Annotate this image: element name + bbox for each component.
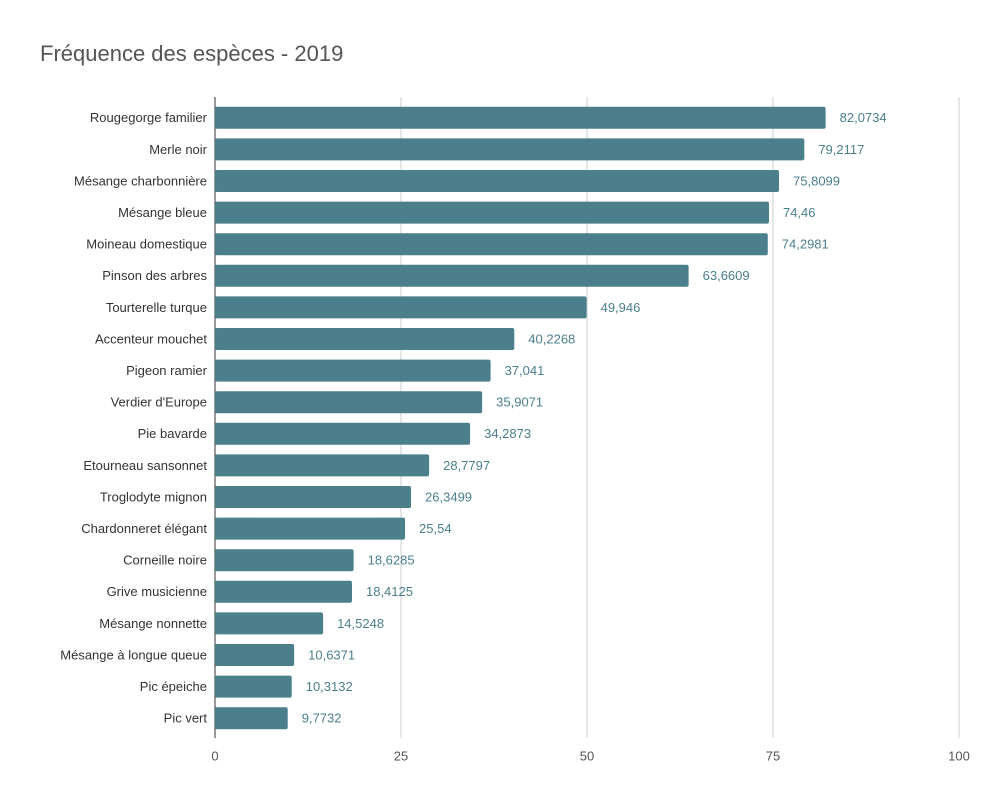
value-label: 74,46 — [783, 205, 816, 220]
y-tick-label: Chardonneret élégant — [81, 521, 207, 536]
bar — [215, 580, 352, 603]
bar — [215, 201, 769, 224]
y-tick-label: Rougegorge familier — [90, 110, 208, 125]
y-tick-label: Grive musicienne — [107, 584, 207, 599]
bar — [215, 296, 587, 319]
y-tick-label: Merle noir — [149, 142, 207, 157]
value-label: 10,6371 — [308, 647, 355, 662]
y-tick-label: Mésange nonnette — [99, 616, 207, 631]
x-tick-label: 75 — [766, 748, 780, 763]
y-tick-label: Corneille noire — [123, 553, 207, 568]
y-tick-label: Mésange à longue queue — [60, 647, 207, 662]
bar — [215, 675, 292, 698]
value-label: 18,6285 — [368, 553, 415, 568]
value-label: 82,0734 — [840, 110, 887, 125]
x-tick-label: 25 — [394, 748, 408, 763]
bar — [215, 612, 324, 635]
bar — [215, 549, 354, 572]
bar — [215, 391, 483, 414]
bar — [215, 359, 491, 382]
value-label: 79,2117 — [818, 142, 864, 157]
bar — [215, 486, 412, 508]
y-tick-label: Accenteur mouchet — [95, 331, 207, 346]
y-tick-label: Pie bavarde — [138, 426, 207, 441]
bar — [215, 328, 515, 350]
y-tick-label: Troglodyte mignon — [100, 489, 207, 504]
y-tick-label: Moineau domestique — [86, 237, 207, 252]
bar — [215, 707, 288, 730]
bar — [215, 264, 689, 287]
value-label: 9,7732 — [302, 711, 342, 726]
chart-title: Fréquence des espèces - 2019 — [40, 41, 343, 66]
y-tick-label: Pic épeiche — [140, 679, 207, 694]
value-label: 74,2981 — [782, 237, 829, 252]
x-tick-label: 50 — [580, 748, 594, 763]
y-tick-label: Pigeon ramier — [126, 363, 208, 378]
y-tick-label: Mésange bleue — [118, 205, 207, 220]
y-tick-label: Verdier d'Europe — [111, 395, 207, 410]
bar — [215, 170, 780, 192]
bar — [215, 106, 826, 129]
value-label: 28,7797 — [443, 458, 490, 473]
y-tick-label: Tourterelle turque — [106, 300, 207, 315]
bar — [215, 138, 805, 161]
value-label: 75,8099 — [793, 173, 840, 188]
value-label: 10,3132 — [306, 679, 353, 694]
bar — [215, 454, 430, 477]
y-tick-label: Etourneau sansonnet — [83, 458, 207, 473]
bar — [215, 644, 295, 666]
value-label: 49,946 — [601, 300, 641, 315]
value-label: 34,2873 — [484, 426, 531, 441]
bar — [215, 422, 471, 445]
value-label: 26,3499 — [425, 489, 472, 504]
value-label: 40,2268 — [528, 331, 575, 346]
value-label: 35,9071 — [496, 395, 543, 410]
value-label: 37,041 — [505, 363, 545, 378]
y-tick-label: Pic vert — [164, 711, 208, 726]
value-label: 14,5248 — [337, 616, 384, 631]
value-label: 25,54 — [419, 521, 452, 536]
y-tick-label: Pinson des arbres — [102, 268, 207, 283]
x-tick-label: 100 — [948, 748, 970, 763]
bar — [215, 517, 406, 540]
bar — [215, 233, 768, 256]
y-tick-label: Mésange charbonnière — [74, 173, 207, 188]
x-tick-label: 0 — [211, 748, 218, 763]
value-label: 63,6609 — [703, 268, 750, 283]
value-label: 18,4125 — [366, 584, 413, 599]
